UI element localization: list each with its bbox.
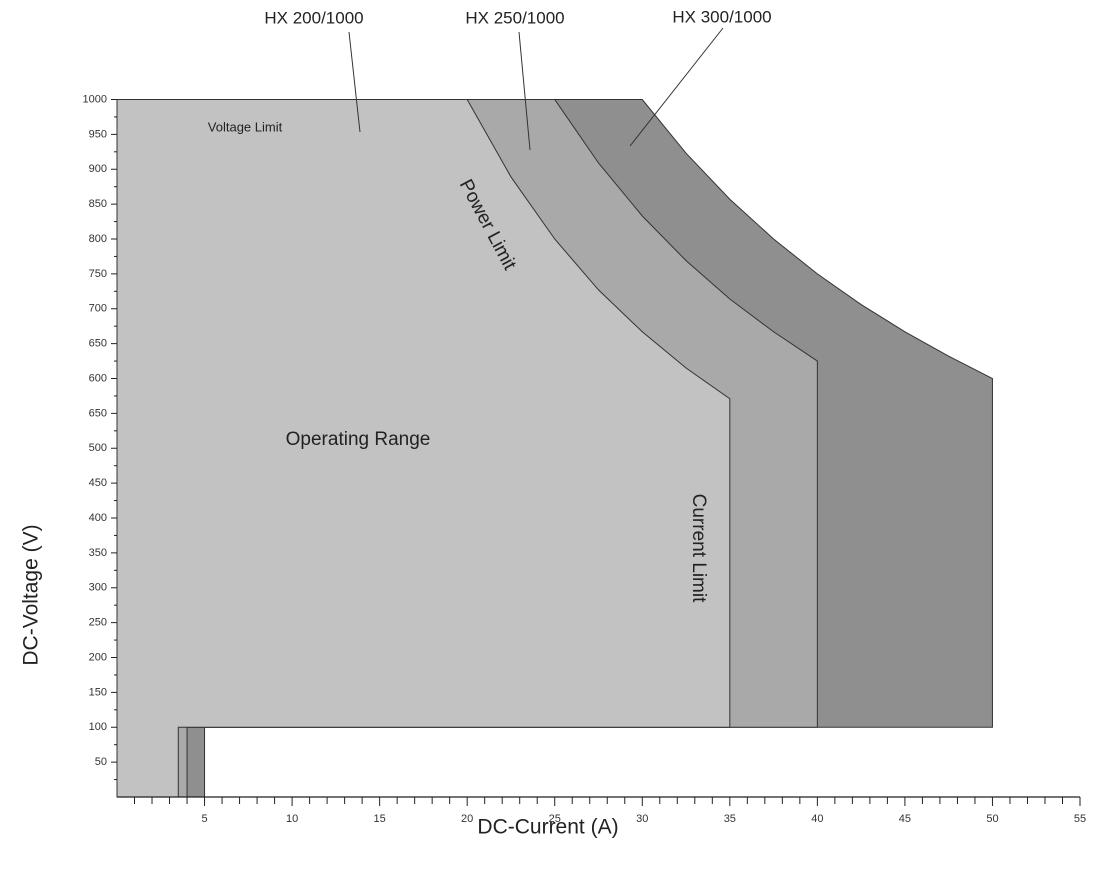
annotation: Voltage Limit <box>208 119 283 134</box>
leader-line <box>518 31 531 151</box>
y-axis-title: DC-Voltage (V) <box>20 524 43 665</box>
y-tick-label: 900 <box>89 163 107 175</box>
y-tick-label: 650 <box>89 338 107 350</box>
y-tick-label: 200 <box>89 651 107 663</box>
x-tick-label: 30 <box>636 813 648 825</box>
series-label: HX 250/1000 <box>465 8 564 27</box>
region <box>116 99 731 798</box>
x-tick-label: 35 <box>724 813 736 825</box>
leader-line <box>348 31 361 133</box>
y-tick-label: 750 <box>89 268 107 280</box>
x-tick-label: 45 <box>899 813 911 825</box>
y-tick-label: 450 <box>89 477 107 489</box>
x-tick-label: 5 <box>201 813 207 825</box>
x-tick-label: 20 <box>461 813 473 825</box>
y-tick-label: 650 <box>89 407 107 419</box>
x-axis-title: DC-Current (A) <box>477 816 618 839</box>
plot-area <box>116 99 993 798</box>
y-tick-label: 700 <box>89 303 107 315</box>
axes: 5 10 15 20 25 30 35 40 45 50 55 50 100 150 200 250 300 35… <box>83 93 1087 825</box>
x-tick-label: 25 <box>549 813 561 825</box>
y-tick-label: 950 <box>89 128 107 140</box>
y-tick-label: 300 <box>89 582 107 594</box>
leader-line <box>629 27 724 147</box>
y-tick-label: 150 <box>89 686 107 698</box>
y-tick-label: 50 <box>95 756 107 768</box>
y-tick-label: 1000 <box>83 93 107 105</box>
x-tick-label: 50 <box>986 813 998 825</box>
annotation: Operating Range <box>286 429 431 450</box>
x-tick-label: 10 <box>286 813 298 825</box>
y-tick-label: 600 <box>89 372 107 384</box>
y-tick-label: 500 <box>89 442 107 454</box>
annotation: Current Limit <box>688 494 709 603</box>
x-tick-label: 40 <box>811 813 823 825</box>
y-tick-label: 100 <box>89 721 107 733</box>
series-label: HX 300/1000 <box>672 7 771 26</box>
y-tick-label: 850 <box>89 198 107 210</box>
x-tick-label: 15 <box>374 813 386 825</box>
series-label: HX 200/1000 <box>264 8 363 27</box>
y-tick-label: 800 <box>89 233 107 245</box>
y-tick-label: 400 <box>89 512 107 524</box>
y-tick-label: 250 <box>89 617 107 629</box>
x-tick-label: 55 <box>1074 813 1086 825</box>
y-tick-label: 350 <box>89 547 107 559</box>
